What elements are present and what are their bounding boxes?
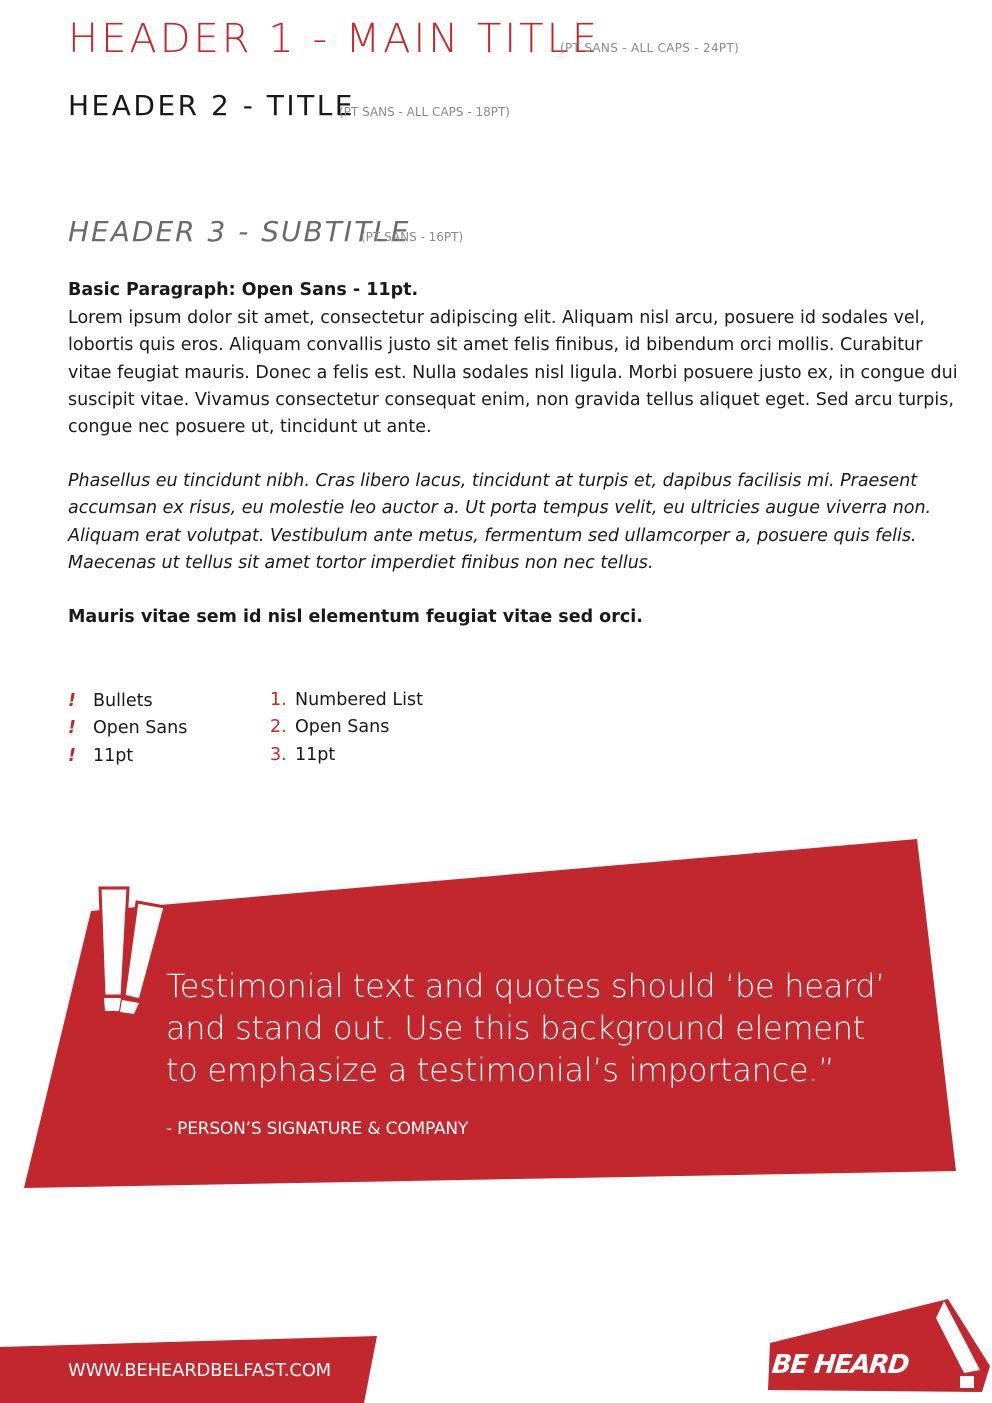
testimonial-signature: - PERSON’S SIGNATURE & COMPANY: [166, 1119, 469, 1139]
be-heard-logo: [768, 1299, 990, 1392]
subtitle-note: (PT SANS - 16PT): [361, 230, 464, 244]
basic-paragraph: Lorem ipsum dolor sit amet, consectetur …: [68, 308, 958, 438]
exclamation-bullet-icon: !: [68, 745, 76, 766]
list-item: 1. Numbered List: [270, 687, 423, 714]
logo-text: BE HEARD: [770, 1350, 910, 1380]
testimonial-quote: Testimonial text and quotes should ‘be h…: [166, 967, 886, 1089]
title-note: (PT SANS - ALL CAPS - 18PT): [339, 105, 510, 119]
footer-band: [0, 1336, 377, 1403]
testimonial-background: [24, 839, 956, 1188]
list-item-label: 11pt: [93, 745, 134, 766]
list-number: 2.: [270, 717, 287, 738]
list-item: ! Bullets: [68, 688, 187, 715]
list-item: ! 11pt: [68, 743, 187, 770]
bold-line: Mauris vitae sem id nisl elementum feugi…: [68, 607, 643, 627]
paragraph-heading: Basic Paragraph: Open Sans - 11pt.: [68, 280, 419, 300]
list-number: 1.: [270, 690, 287, 710]
list-item: 2. Open Sans: [270, 714, 423, 741]
main-title: HEADER 1 - MAIN TITLE: [68, 16, 601, 62]
italic-paragraph: Phasellus eu tincidunt nibh. Cras libero…: [68, 471, 932, 573]
bullet-list: ! Bullets ! Open Sans ! 11pt: [68, 688, 187, 770]
list-item-label: Open Sans: [295, 717, 390, 738]
list-item-label: 11pt: [295, 744, 336, 765]
exclamation-bullet-icon: !: [68, 718, 76, 739]
logo-wordmark: BE HEARD: [770, 1350, 933, 1380]
website-link[interactable]: WWW.BEHEARDBELFAST.COM: [68, 1360, 331, 1381]
list-item-label: Numbered List: [295, 690, 423, 710]
main-title-note: (PT SANS - ALL CAPS - 24PT): [560, 41, 740, 55]
list-item-label: Open Sans: [93, 718, 188, 739]
numbered-list: 1. Numbered List 2. Open Sans 3. 11pt: [270, 687, 423, 769]
title: HEADER 2 - TITLE: [68, 89, 355, 122]
list-item: 3. 11pt: [270, 742, 423, 769]
exclamation-marks-icon: [98, 886, 167, 1014]
subtitle: HEADER 3 - SUBTITLE: [68, 215, 411, 248]
exclamation-bullet-icon: !: [68, 691, 76, 711]
list-item-label: Bullets: [93, 691, 153, 711]
list-item: ! Open Sans: [68, 715, 187, 742]
list-number: 3.: [270, 744, 287, 765]
